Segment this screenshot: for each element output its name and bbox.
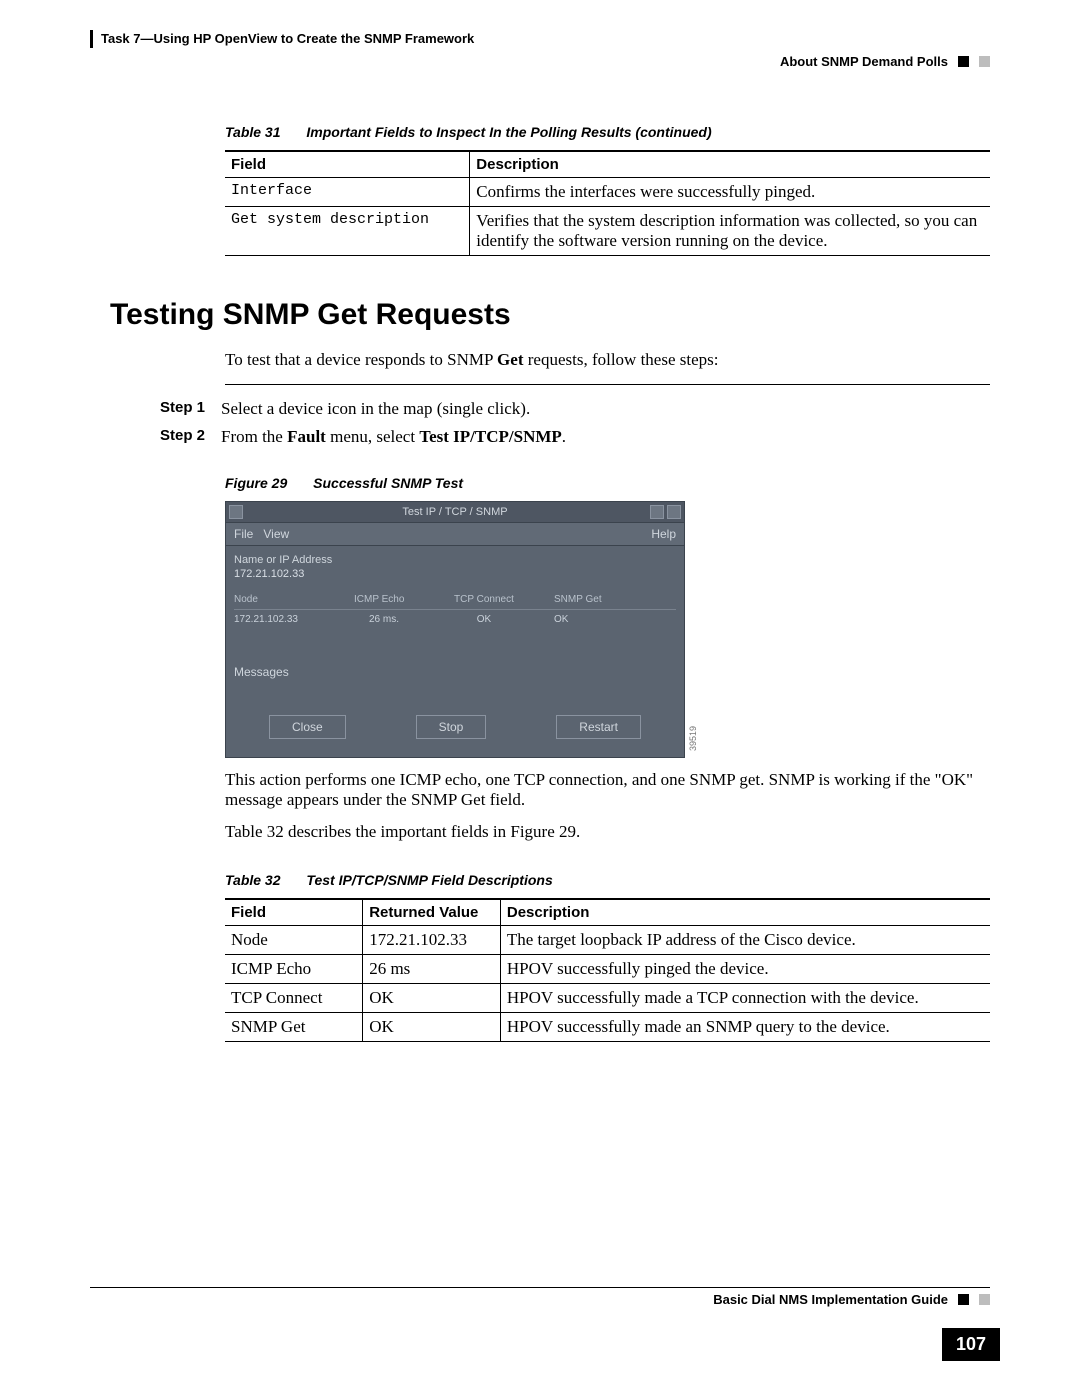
table32-caption: Table 32 Test IP/TCP/SNMP Field Descript… [225,872,990,888]
table-row: Node 172.21.102.33 The target loopback I… [225,926,990,955]
close-button: Close [269,715,346,739]
col-value: Returned Value [363,899,501,926]
intro-post: requests, follow these steps: [523,350,718,369]
table-header-row: Field Returned Value Description [225,899,990,926]
table-row: SNMP Get OK HPOV successfully made an SN… [225,1013,990,1042]
col-field: Field [225,151,470,178]
col-description: Description [500,899,990,926]
table31-caption: Table 31 Important Fields to Inspect In … [225,124,990,140]
intro-pre: To test that a device responds to SNMP [225,350,497,369]
footer-guide: Basic Dial NMS Implementation Guide [713,1292,948,1307]
figure29-label: Figure 29 [225,475,287,491]
after-fig-p2: Table 32 describes the important fields … [225,822,990,842]
table-row: Interface Confirms the interfaces were s… [225,178,990,207]
page-footer: Basic Dial NMS Implementation Guide 107 [90,1287,990,1357]
table-row: Get system description Verifies that the… [225,207,990,256]
footer-marker-dark [958,1294,969,1305]
step-1: Step 1 Select a device icon in the map (… [225,399,990,419]
table32-label: Table 32 [225,872,281,888]
header-marker-dark [958,56,969,67]
table32: Field Returned Value Description Node 17… [225,898,990,1042]
section-title: About SNMP Demand Polls [780,54,948,69]
col-description: Description [470,151,990,178]
page-number: 107 [942,1328,1000,1361]
step-2: Step 2 From the Fault menu, select Test … [225,427,990,447]
figure29-caption: Figure 29 Successful SNMP Test [225,475,990,491]
snmp-test-window: Test IP / TCP / SNMP File View Help Name… [225,501,685,758]
figure29-title: Successful SNMP Test [313,475,463,491]
cell-field: Get system description [225,207,470,256]
restart-button: Restart [556,715,641,739]
cell-desc: Verifies that the system description inf… [470,207,990,256]
figure-sideno: 39519 [688,726,698,751]
addr-value: 172.21.102.33 [234,568,676,580]
table-header-row: Field Description [225,151,990,178]
window-max-icon [667,505,681,519]
table31-label: Table 31 [225,124,281,140]
after-fig-p1: This action performs one ICMP echo, one … [225,770,990,810]
cell-field: Interface [225,178,470,207]
window-min-icon [650,505,664,519]
menu-help: Help [651,527,676,541]
header-marker-light [979,56,990,67]
result-row: 172.21.102.33 26 ms. OK OK [234,614,676,625]
intro-bold: Get [497,350,523,369]
menu-file: File [234,527,253,541]
table32-title: Test IP/TCP/SNMP Field Descriptions [306,872,552,888]
intro-paragraph: To test that a device responds to SNMP G… [225,350,990,370]
running-header: Task 7—Using HP OpenView to Create the S… [90,30,990,48]
window-titlebar: Test IP / TCP / SNMP [226,502,684,523]
addr-label: Name or IP Address [234,554,676,566]
window-title: Test IP / TCP / SNMP [402,506,507,518]
footer-marker-light [979,1294,990,1305]
window-menubar: File View Help [226,523,684,546]
chapter-title: Task 7—Using HP OpenView to Create the S… [101,31,474,46]
result-header: Node ICMP Echo TCP Connect SNMP Get [234,594,676,610]
cell-desc: Confirms the interfaces were successfull… [470,178,990,207]
divider [225,384,990,385]
table31: Field Description Interface Confirms the… [225,150,990,256]
table-row: TCP Connect OK HPOV successfully made a … [225,984,990,1013]
step-1-text: Select a device icon in the map (single … [221,399,530,419]
step-1-label: Step 1 [150,399,205,419]
stop-button: Stop [416,715,487,739]
col-field: Field [225,899,363,926]
table31-title: Important Fields to Inspect In the Polli… [306,124,711,140]
step-2-text: From the Fault menu, select Test IP/TCP/… [221,427,566,447]
menu-view: View [263,527,289,541]
section-header: About SNMP Demand Polls [90,54,990,69]
messages-label: Messages [234,665,676,679]
window-menu-icon [229,505,243,519]
step-2-label: Step 2 [150,427,205,447]
table-row: ICMP Echo 26 ms HPOV successfully pinged… [225,955,990,984]
section-heading: Testing SNMP Get Requests [110,298,990,332]
